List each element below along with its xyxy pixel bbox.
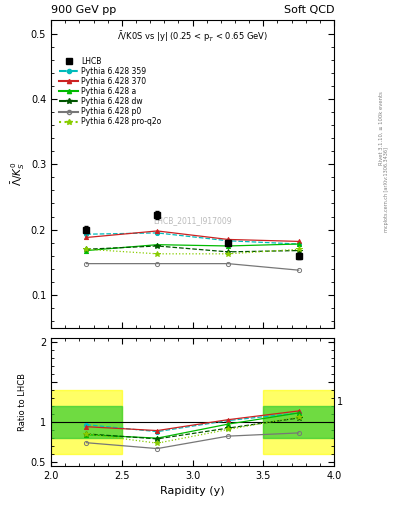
Pythia 6.428 a — [84, 247, 89, 253]
Pythia 6.428 pro-q2o — [84, 246, 89, 252]
Text: Soft QCD: Soft QCD — [284, 5, 334, 15]
Y-axis label: Ratio to LHCB: Ratio to LHCB — [18, 373, 27, 431]
Legend: LHCB, Pythia 6.428 359, Pythia 6.428 370, Pythia 6.428 a, Pythia 6.428 dw, Pythi: LHCB, Pythia 6.428 359, Pythia 6.428 370… — [58, 55, 163, 128]
Pythia 6.428 dw — [226, 249, 230, 255]
Pythia 6.428 p0 — [84, 261, 89, 267]
Line: Pythia 6.428 p0: Pythia 6.428 p0 — [84, 262, 301, 272]
Pythia 6.428 a — [226, 243, 230, 249]
Text: 900 GeV pp: 900 GeV pp — [51, 5, 116, 15]
Pythia 6.428 p0 — [296, 267, 301, 273]
Line: Pythia 6.428 dw: Pythia 6.428 dw — [84, 243, 301, 254]
Pythia 6.428 pro-q2o — [226, 251, 230, 257]
Pythia 6.428 359 — [226, 238, 230, 244]
Bar — [263, 390, 334, 454]
Text: LHCB_2011_I917009: LHCB_2011_I917009 — [153, 216, 232, 225]
Pythia 6.428 p0 — [226, 261, 230, 267]
Pythia 6.428 pro-q2o — [296, 246, 301, 252]
Y-axis label: $\bar{\Lambda}/K^0_S$: $\bar{\Lambda}/K^0_S$ — [9, 162, 27, 186]
Pythia 6.428 p0 — [155, 261, 160, 267]
Pythia 6.428 a — [155, 242, 160, 248]
Pythia 6.428 pro-q2o — [155, 251, 160, 257]
Pythia 6.428 359 — [296, 241, 301, 247]
Bar — [51, 390, 122, 454]
Pythia 6.428 370 — [226, 237, 230, 243]
Text: mcplots.cern.ch [arXiv:1306.3436]: mcplots.cern.ch [arXiv:1306.3436] — [384, 147, 389, 232]
Line: Pythia 6.428 a: Pythia 6.428 a — [84, 242, 301, 252]
Line: Pythia 6.428 370: Pythia 6.428 370 — [84, 229, 301, 244]
Bar — [263, 406, 334, 438]
Pythia 6.428 a — [296, 241, 301, 247]
Pythia 6.428 dw — [84, 246, 89, 252]
Pythia 6.428 370 — [84, 234, 89, 241]
Line: Pythia 6.428 pro-q2o: Pythia 6.428 pro-q2o — [84, 246, 301, 257]
Pythia 6.428 dw — [155, 243, 160, 249]
X-axis label: Rapidity (y): Rapidity (y) — [160, 486, 225, 496]
Pythia 6.428 359 — [155, 230, 160, 236]
Pythia 6.428 359 — [84, 231, 89, 237]
Text: 1: 1 — [337, 397, 343, 407]
Text: Rivet 3.1.10, ≥ 100k events: Rivet 3.1.10, ≥ 100k events — [379, 91, 384, 165]
Pythia 6.428 370 — [296, 238, 301, 244]
Line: Pythia 6.428 359: Pythia 6.428 359 — [84, 231, 301, 246]
Pythia 6.428 370 — [155, 228, 160, 234]
Text: $\bar{\Lambda}$/K0S vs |y| (0.25 < p$_T$ < 0.65 GeV): $\bar{\Lambda}$/K0S vs |y| (0.25 < p$_T$… — [117, 30, 268, 45]
Pythia 6.428 dw — [296, 247, 301, 253]
Bar — [51, 406, 122, 438]
